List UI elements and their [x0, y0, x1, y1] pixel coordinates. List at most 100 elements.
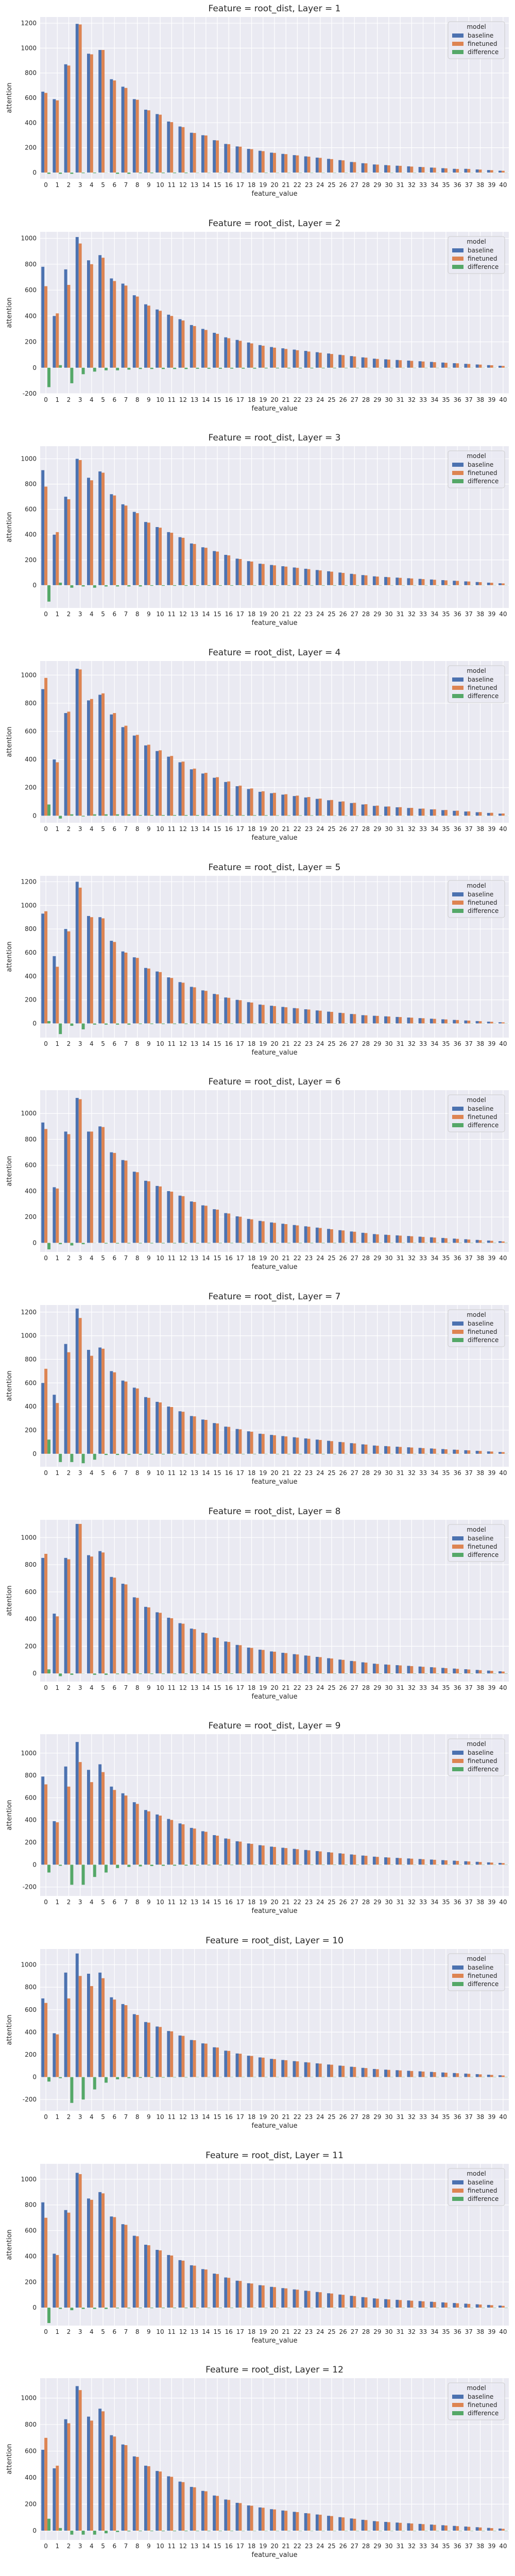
x-tick-label: 38	[476, 2328, 484, 2335]
x-tick-label: 34	[431, 396, 438, 403]
x-tick-label: 8	[135, 1684, 140, 1691]
x-tick-label: 34	[431, 1469, 438, 1477]
bar-baseline	[372, 806, 376, 816]
bar-finetuned	[204, 773, 208, 816]
bar-baseline	[281, 348, 285, 368]
x-tick-label: 37	[465, 1040, 473, 1047]
bar-finetuned	[341, 2517, 345, 2531]
x-tick-label: 37	[465, 396, 473, 403]
y-tick-label: -200	[23, 2096, 37, 2103]
x-tick-label: 9	[147, 181, 151, 189]
bar-finetuned	[421, 1018, 425, 1024]
bar-finetuned	[307, 1850, 311, 1865]
legend-swatch-finetuned	[452, 1330, 464, 1334]
bar-baseline	[441, 1449, 444, 1454]
bar-baseline	[475, 364, 479, 368]
bar-baseline	[499, 365, 502, 368]
bar-finetuned	[113, 1577, 116, 1673]
bar-baseline	[110, 1152, 113, 1243]
legend-box	[448, 1738, 505, 1776]
bar-finetuned	[467, 2303, 471, 2308]
bar-baseline	[201, 135, 204, 173]
y-tick-label: 1000	[21, 1750, 37, 1757]
bar-finetuned	[204, 2043, 208, 2077]
legend-swatch-difference	[452, 264, 464, 269]
bar-baseline	[167, 977, 170, 1024]
legend-swatch-finetuned	[452, 686, 464, 690]
bar-baseline	[213, 1423, 216, 1454]
x-tick-label: 26	[339, 2543, 347, 2550]
bar-baseline	[361, 2520, 365, 2531]
bar-finetuned	[261, 2057, 265, 2077]
bar-finetuned	[421, 808, 425, 816]
bar-baseline	[98, 255, 102, 368]
bar-finetuned	[135, 1598, 139, 1673]
y-tick-label: 800	[25, 2421, 37, 2428]
bar-baseline	[75, 2173, 79, 2308]
bar-baseline	[338, 354, 342, 368]
bar-finetuned	[113, 2217, 116, 2308]
x-tick-label: 30	[385, 611, 392, 618]
bar-difference	[230, 1673, 234, 1674]
bar-finetuned	[399, 1665, 402, 1673]
bar-baseline	[350, 574, 353, 586]
bar-difference	[196, 1865, 199, 1866]
bar-baseline	[144, 745, 147, 816]
x-tick-label: 31	[397, 611, 404, 618]
bar-baseline	[453, 1239, 456, 1243]
x-tick-label: 24	[316, 1040, 324, 1047]
legend-swatch-baseline	[452, 1751, 464, 1755]
y-tick-label: 600	[25, 1794, 37, 1802]
bar-difference	[436, 1243, 439, 1244]
x-tick-label: 20	[270, 181, 278, 189]
x-tick-label: 24	[316, 1684, 324, 1691]
bar-finetuned	[170, 122, 174, 173]
bar-finetuned	[90, 1986, 93, 2077]
legend-label-baseline: baseline	[468, 461, 493, 468]
bar-baseline	[235, 999, 239, 1024]
x-axis-label: feature_value	[252, 619, 298, 627]
bar-baseline	[453, 168, 456, 173]
bar-baseline	[396, 1665, 399, 1673]
bar-difference	[218, 1023, 222, 1024]
bar-finetuned	[444, 2302, 448, 2308]
x-tick-label: 25	[328, 611, 335, 618]
bar-finetuned	[364, 1015, 368, 1024]
bar-finetuned	[181, 1824, 185, 1865]
x-tick-label: 22	[294, 1684, 301, 1691]
x-tick-label: 14	[202, 825, 210, 833]
chart-title: Feature = root_dist, Layer = 9	[209, 1721, 341, 1731]
y-tick-label: 600	[25, 506, 37, 513]
legend-label-finetuned: finetuned	[468, 684, 497, 691]
legend-box	[448, 2382, 505, 2420]
x-tick-label: 4	[90, 181, 94, 189]
bar-finetuned	[216, 1836, 219, 1865]
x-tick-label: 14	[202, 2328, 210, 2335]
bar-finetuned	[421, 1859, 425, 1865]
bar-finetuned	[307, 1009, 311, 1024]
bar-finetuned	[318, 570, 322, 586]
bar-finetuned	[387, 1446, 390, 1454]
bar-baseline	[144, 1606, 147, 1673]
bar-finetuned	[444, 168, 448, 173]
bar-finetuned	[330, 2293, 333, 2308]
x-tick-label: 8	[135, 181, 140, 189]
x-tick-label: 16	[225, 181, 233, 189]
bar-baseline	[132, 1597, 136, 1673]
chart-title: Feature = root_dist, Layer = 3	[209, 433, 341, 443]
x-tick-label: 0	[44, 2113, 48, 2121]
bar-baseline	[235, 1216, 239, 1243]
x-tick-label: 16	[225, 1899, 233, 1906]
bar-finetuned	[375, 2069, 379, 2077]
bar-difference	[230, 585, 234, 586]
bar-baseline	[190, 769, 193, 816]
bar-baseline	[247, 1002, 250, 1024]
bar-finetuned	[501, 2075, 505, 2077]
x-tick-label: 34	[431, 1899, 438, 1906]
x-tick-label: 8	[135, 1469, 140, 1477]
bar-baseline	[372, 1234, 376, 1243]
bar-baseline	[224, 555, 228, 586]
bar-difference	[105, 2531, 108, 2534]
bar-baseline	[213, 1835, 216, 1865]
